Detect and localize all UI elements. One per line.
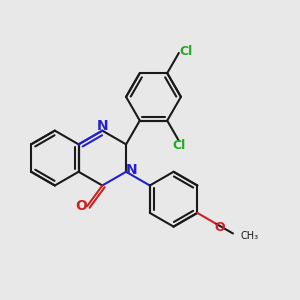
Text: Cl: Cl [172,140,185,152]
Text: O: O [76,199,87,213]
Text: N: N [126,163,138,177]
Text: Cl: Cl [179,45,193,58]
Text: O: O [214,221,225,234]
Text: N: N [97,119,108,133]
Text: CH₃: CH₃ [241,231,259,241]
